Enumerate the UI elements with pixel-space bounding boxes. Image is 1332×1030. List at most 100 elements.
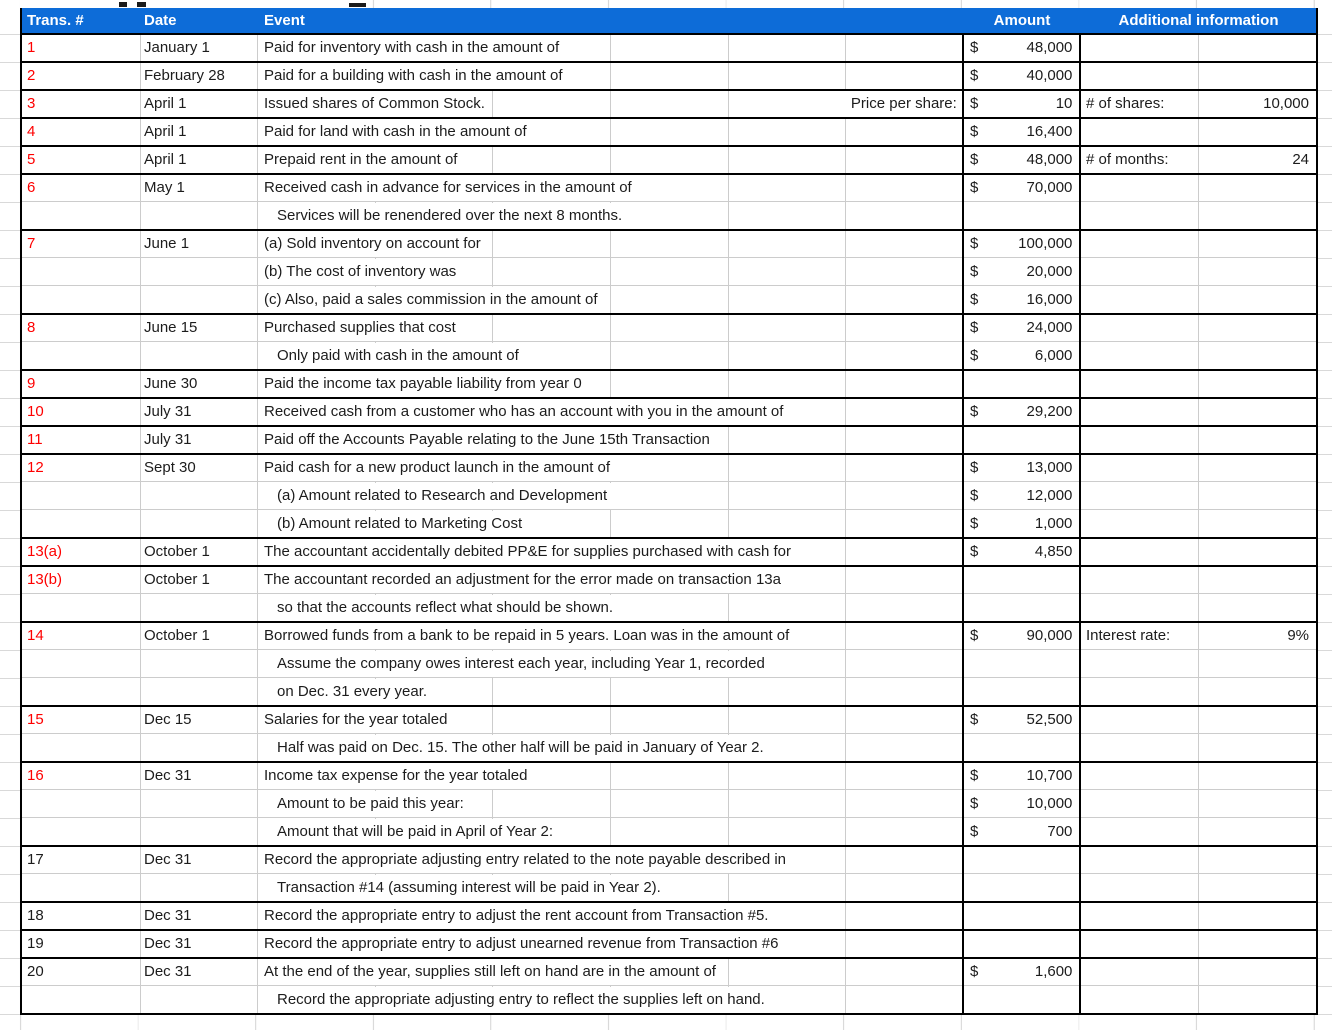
col-header-amount[interactable]: Amount (993, 12, 1051, 29)
amount-cell[interactable]: 48,000 (1026, 35, 1073, 61)
amount-cell[interactable]: 70,000 (1026, 175, 1073, 201)
amount-currency[interactable]: $ (970, 455, 979, 481)
event-cell[interactable]: so that the accounts reflect what should… (258, 595, 621, 621)
amount-cell[interactable]: 29,200 (1026, 399, 1073, 425)
event-cell[interactable]: Services will be renendered over the nex… (258, 203, 630, 229)
date-cell[interactable]: Dec 31 (144, 931, 196, 957)
amount-cell[interactable]: 24,000 (1026, 315, 1073, 341)
trans-number-cell[interactable]: 4 (22, 119, 41, 145)
date-cell[interactable]: Dec 31 (144, 763, 196, 789)
amount-cell[interactable]: 12,000 (1026, 483, 1073, 509)
amount-cell[interactable]: 1,600 (1034, 959, 1073, 985)
trans-number-cell[interactable]: 1 (22, 35, 41, 61)
trans-number-cell[interactable]: 2 (22, 63, 41, 89)
event-cell[interactable]: Received cash from a customer who has an… (258, 399, 791, 425)
event-cell[interactable]: (b) Amount related to Marketing Cost (258, 511, 530, 537)
amount-currency[interactable]: $ (970, 707, 979, 733)
additional-value-cell[interactable]: 10,000 (1259, 91, 1309, 117)
amount-currency[interactable]: $ (970, 399, 979, 425)
trans-number-cell[interactable]: 7 (22, 231, 41, 257)
amount-currency[interactable]: $ (970, 147, 979, 173)
trans-number-cell[interactable]: 15 (22, 707, 49, 733)
amount-currency[interactable]: $ (970, 791, 979, 817)
trans-number-cell[interactable]: 10 (22, 399, 49, 425)
event-cell[interactable]: At the end of the year, supplies still l… (258, 959, 723, 985)
event-cell[interactable]: Paid for inventory with cash in the amou… (258, 35, 567, 61)
event-cell[interactable]: Transaction #14 (assuming interest will … (258, 875, 668, 901)
date-cell[interactable]: June 15 (144, 315, 202, 341)
additional-label-cell[interactable]: # of months: (1086, 147, 1173, 173)
amount-cell[interactable]: 40,000 (1026, 63, 1073, 89)
event-cell[interactable]: Assume the company owes interest each ye… (258, 651, 772, 677)
trans-number-cell[interactable]: 8 (22, 315, 41, 341)
event-cell[interactable]: Salaries for the year totaled (258, 707, 455, 733)
event-cell[interactable]: Amount that will be paid in April of Yea… (258, 819, 561, 845)
trans-number-cell[interactable]: 9 (22, 371, 41, 397)
amount-cell[interactable]: 16,000 (1026, 287, 1073, 313)
col-header-additional[interactable]: Additional information (1118, 12, 1279, 29)
amount-cell[interactable]: 10,700 (1026, 763, 1073, 789)
amount-currency[interactable]: $ (970, 819, 979, 845)
trans-number-cell[interactable]: 13(a) (22, 539, 68, 565)
date-cell[interactable]: January 1 (144, 35, 214, 61)
amount-currency[interactable]: $ (970, 63, 979, 89)
col-header-trans[interactable]: Trans. # (27, 12, 84, 29)
event-cell[interactable]: The accountant recorded an adjustment fo… (258, 567, 788, 593)
trans-number-cell[interactable]: 19 (22, 931, 49, 957)
amount-currency[interactable]: $ (970, 35, 979, 61)
amount-currency[interactable]: $ (970, 959, 979, 985)
amount-currency[interactable]: $ (970, 315, 979, 341)
additional-value-cell[interactable]: 9% (1283, 623, 1309, 649)
date-cell[interactable]: July 31 (144, 427, 196, 453)
event-cell[interactable]: (a) Sold inventory on account for (258, 231, 488, 257)
amount-cell[interactable]: 700 (1047, 819, 1073, 845)
amount-currency[interactable]: $ (970, 343, 979, 369)
event-cell[interactable]: Paid for a building with cash in the amo… (258, 63, 570, 89)
amount-cell[interactable]: 16,400 (1026, 119, 1073, 145)
event-cell[interactable]: (b) The cost of inventory was (258, 259, 464, 285)
amount-currency[interactable]: $ (970, 511, 979, 537)
event-cell[interactable]: Received cash in advance for services in… (258, 175, 639, 201)
event-cell[interactable]: Borrowed funds from a bank to be repaid … (258, 623, 797, 649)
amount-cell[interactable]: 13,000 (1026, 455, 1073, 481)
date-cell[interactable]: April 1 (144, 147, 191, 173)
amount-currency[interactable]: $ (970, 539, 979, 565)
date-cell[interactable]: July 31 (144, 399, 196, 425)
date-cell[interactable]: October 1 (144, 623, 214, 649)
trans-number-cell[interactable]: 3 (22, 91, 41, 117)
event-cell[interactable]: Half was paid on Dec. 15. The other half… (258, 735, 771, 761)
amount-currency[interactable]: $ (970, 623, 979, 649)
date-cell[interactable]: Dec 31 (144, 959, 196, 985)
trans-number-cell[interactable]: 12 (22, 455, 49, 481)
event-cell[interactable]: Record the appropriate adjusting entry t… (258, 987, 772, 1013)
date-cell[interactable]: Dec 15 (144, 707, 196, 733)
trans-number-cell[interactable]: 17 (22, 847, 49, 873)
event-cell[interactable]: on Dec. 31 every year. (258, 679, 435, 705)
additional-label-cell[interactable]: Interest rate: (1086, 623, 1175, 649)
date-cell[interactable]: May 1 (144, 175, 189, 201)
date-cell[interactable]: April 1 (144, 119, 191, 145)
event-cell[interactable]: Amount to be paid this year: (258, 791, 471, 817)
amount-cell[interactable]: 48,000 (1026, 147, 1073, 173)
event-cell[interactable]: Record the appropriate entry to adjust t… (258, 903, 776, 929)
trans-number-cell[interactable]: 13(b) (22, 567, 68, 593)
event-cell[interactable]: Paid the income tax payable liability fr… (258, 371, 589, 397)
col-header-date[interactable]: Date (144, 12, 177, 29)
event-cell[interactable]: (c) Also, paid a sales commission in the… (258, 287, 605, 313)
event-cell[interactable]: Paid cash for a new product launch in th… (258, 455, 618, 481)
event-cell[interactable]: Income tax expense for the year totaled (258, 763, 535, 789)
trans-number-cell[interactable]: 5 (22, 147, 41, 173)
event-cell[interactable]: Issued shares of Common Stock. (258, 91, 492, 117)
amount-currency[interactable]: $ (970, 175, 979, 201)
amount-currency[interactable]: $ (970, 483, 979, 509)
amount-currency[interactable]: $ (970, 259, 979, 285)
date-cell[interactable]: Dec 31 (144, 847, 196, 873)
date-cell[interactable]: Sept 30 (144, 455, 200, 481)
trans-number-cell[interactable]: 20 (22, 959, 49, 985)
event-cell[interactable]: Record the appropriate adjusting entry r… (258, 847, 794, 873)
event-cell[interactable]: Prepaid rent in the amount of (258, 147, 465, 173)
event-cell[interactable]: Only paid with cash in the amount of (258, 343, 526, 369)
amount-cell[interactable]: 52,500 (1026, 707, 1073, 733)
trans-number-cell[interactable]: 11 (22, 427, 48, 453)
amount-currency[interactable]: $ (970, 287, 979, 313)
